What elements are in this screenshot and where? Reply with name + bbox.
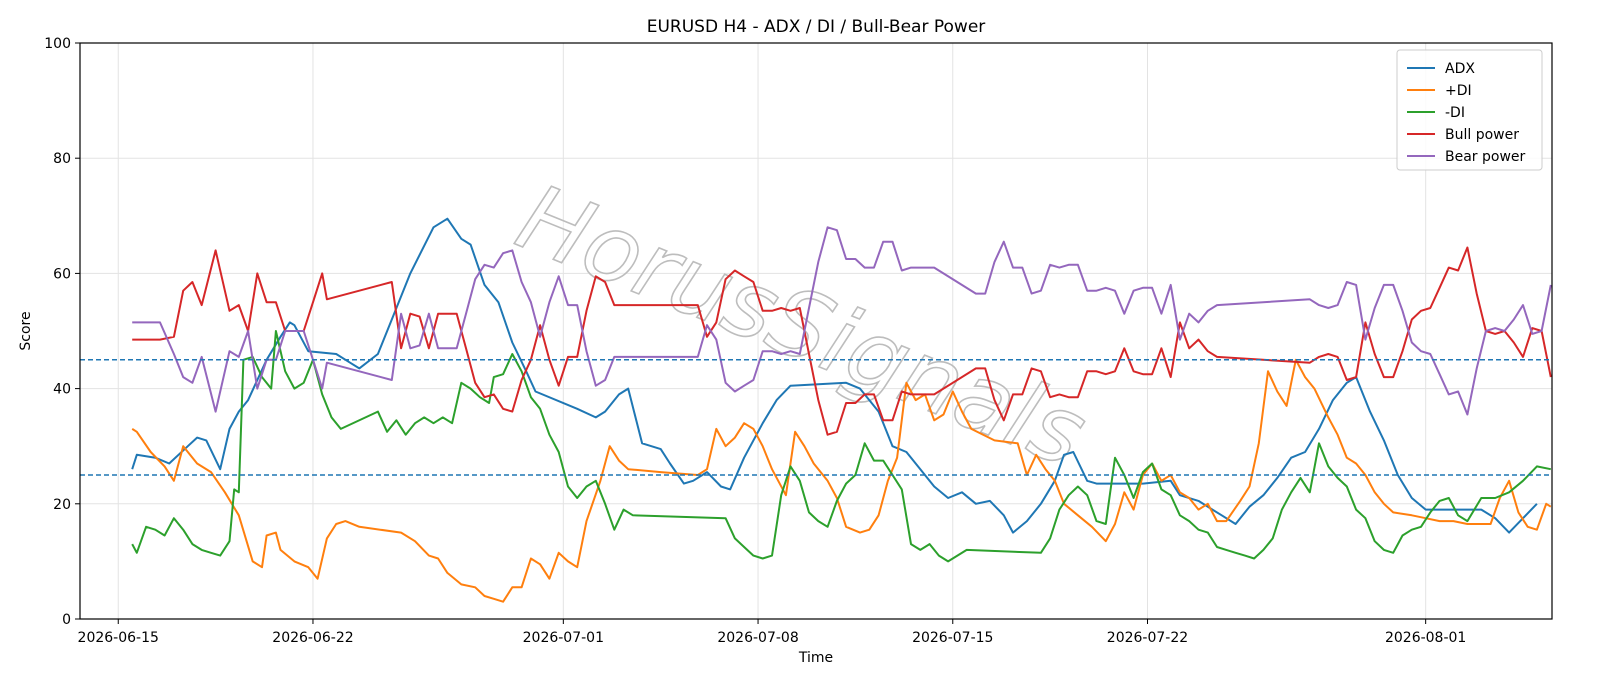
x-tick-label: 2026-07-22 bbox=[1107, 630, 1188, 646]
y-axis-title: Score bbox=[18, 311, 34, 350]
plot-frame bbox=[79, 42, 1553, 620]
x-axis: 2026-06-15 2026-06-22 2026-07-01 2026-07-08… bbox=[78, 619, 1466, 646]
legend-label: Bull power bbox=[1445, 127, 1519, 143]
legend: ADX +DI -DI Bull power Bear power bbox=[1396, 49, 1543, 171]
y-tick-label: 100 bbox=[44, 36, 71, 52]
x-tick-label: 2026-08-01 bbox=[1385, 630, 1466, 646]
y-tick-label: 0 bbox=[62, 612, 71, 628]
legend-box bbox=[1396, 49, 1543, 171]
x-tick-label: 2026-07-15 bbox=[912, 630, 993, 646]
series-line-adx bbox=[131, 217, 1538, 534]
series-line-bull-power bbox=[132, 246, 1552, 436]
y-tick-label: 60 bbox=[53, 266, 71, 282]
y-tick-label: 80 bbox=[53, 151, 71, 167]
series-line-di bbox=[131, 358, 1552, 603]
x-tick-label: 2026-06-15 bbox=[78, 630, 159, 646]
legend-label: ADX bbox=[1445, 61, 1475, 77]
legend-label: -DI bbox=[1445, 105, 1465, 121]
legend-label: Bear power bbox=[1445, 149, 1526, 165]
legend-label: +DI bbox=[1445, 83, 1472, 99]
series-lines bbox=[131, 217, 1552, 603]
x-tick-label: 2026-07-08 bbox=[717, 630, 798, 646]
x-tick-label: 2026-07-01 bbox=[523, 630, 604, 646]
x-tick-label: 2026-06-22 bbox=[272, 630, 353, 646]
reference-lines bbox=[80, 359, 1552, 476]
y-tick-label: 40 bbox=[53, 382, 71, 398]
y-axis: 0 20 40 60 80 100 bbox=[44, 36, 80, 628]
y-tick-label: 20 bbox=[53, 497, 71, 513]
series-line-bear-power bbox=[132, 226, 1552, 416]
x-axis-title: Time bbox=[798, 650, 833, 666]
chart-title: EURUSD H4 - ADX / DI / Bull-Bear Power bbox=[647, 17, 986, 37]
